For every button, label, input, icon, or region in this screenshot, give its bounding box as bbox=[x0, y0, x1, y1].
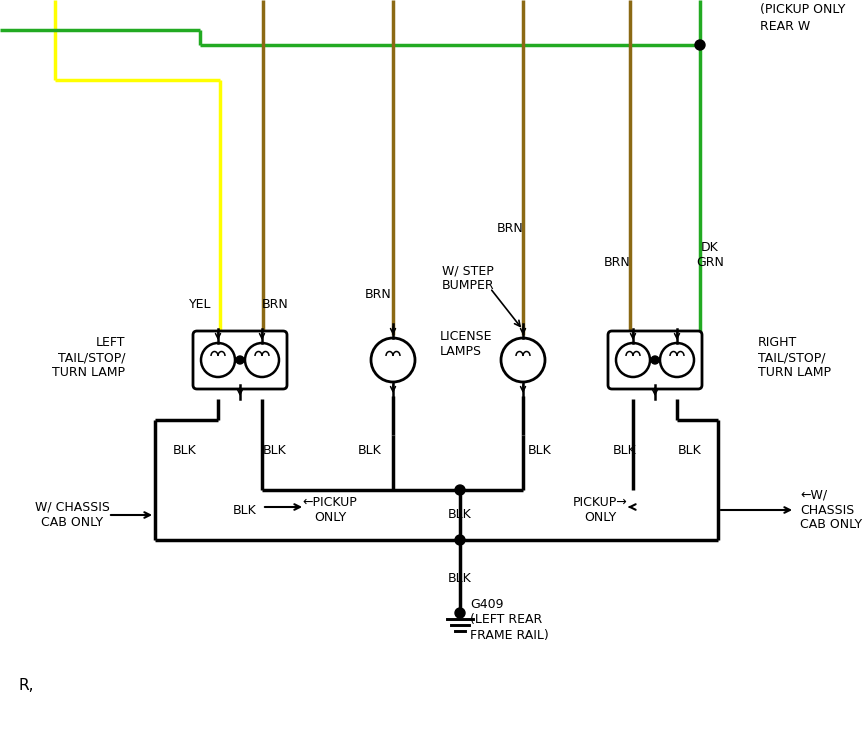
Text: BLK: BLK bbox=[263, 443, 287, 457]
Circle shape bbox=[201, 343, 235, 377]
Circle shape bbox=[501, 338, 545, 382]
Text: LEFT
TAIL/STOP/
TURN LAMP: LEFT TAIL/STOP/ TURN LAMP bbox=[52, 336, 125, 379]
Text: ←PICKUP
ONLY: ←PICKUP ONLY bbox=[302, 496, 358, 524]
Text: BLK: BLK bbox=[448, 572, 472, 584]
Text: W/ STEP
BUMPER: W/ STEP BUMPER bbox=[442, 264, 494, 292]
Text: RIGHT
TAIL/STOP/
TURN LAMP: RIGHT TAIL/STOP/ TURN LAMP bbox=[758, 336, 831, 379]
Text: BLK: BLK bbox=[173, 443, 197, 457]
Text: REAR W: REAR W bbox=[760, 20, 811, 32]
Text: BLK: BLK bbox=[678, 443, 701, 457]
Circle shape bbox=[695, 40, 705, 50]
Text: BRN: BRN bbox=[262, 299, 288, 311]
Text: DK
GRN: DK GRN bbox=[696, 241, 724, 269]
Text: BLK: BLK bbox=[448, 509, 472, 521]
Text: BLK: BLK bbox=[528, 443, 552, 457]
Text: R,: R, bbox=[18, 677, 34, 692]
Circle shape bbox=[371, 338, 415, 382]
FancyBboxPatch shape bbox=[608, 331, 702, 389]
Text: LICENSE
LAMPS: LICENSE LAMPS bbox=[440, 330, 493, 358]
Text: BLK: BLK bbox=[233, 504, 257, 517]
Text: BRN: BRN bbox=[365, 288, 391, 302]
Circle shape bbox=[660, 343, 694, 377]
Circle shape bbox=[455, 485, 465, 495]
Circle shape bbox=[236, 356, 244, 364]
Text: PICKUP→
ONLY: PICKUP→ ONLY bbox=[572, 496, 627, 524]
Text: W/ CHASSIS
CAB ONLY: W/ CHASSIS CAB ONLY bbox=[35, 501, 109, 529]
Circle shape bbox=[245, 343, 279, 377]
Circle shape bbox=[455, 535, 465, 545]
FancyBboxPatch shape bbox=[193, 331, 287, 389]
Text: YEL: YEL bbox=[189, 299, 211, 311]
Text: BRN: BRN bbox=[496, 222, 523, 234]
Text: BRN: BRN bbox=[604, 255, 630, 269]
Text: G409
(LEFT REAR
FRAME RAIL): G409 (LEFT REAR FRAME RAIL) bbox=[470, 598, 549, 642]
Circle shape bbox=[651, 356, 659, 364]
Circle shape bbox=[616, 343, 650, 377]
Text: (PICKUP ONLY: (PICKUP ONLY bbox=[760, 4, 845, 16]
Text: ←W/
CHASSIS
CAB ONLY: ←W/ CHASSIS CAB ONLY bbox=[800, 489, 863, 531]
Text: BLK: BLK bbox=[359, 443, 382, 457]
Circle shape bbox=[455, 608, 465, 618]
Text: BLK: BLK bbox=[613, 443, 637, 457]
